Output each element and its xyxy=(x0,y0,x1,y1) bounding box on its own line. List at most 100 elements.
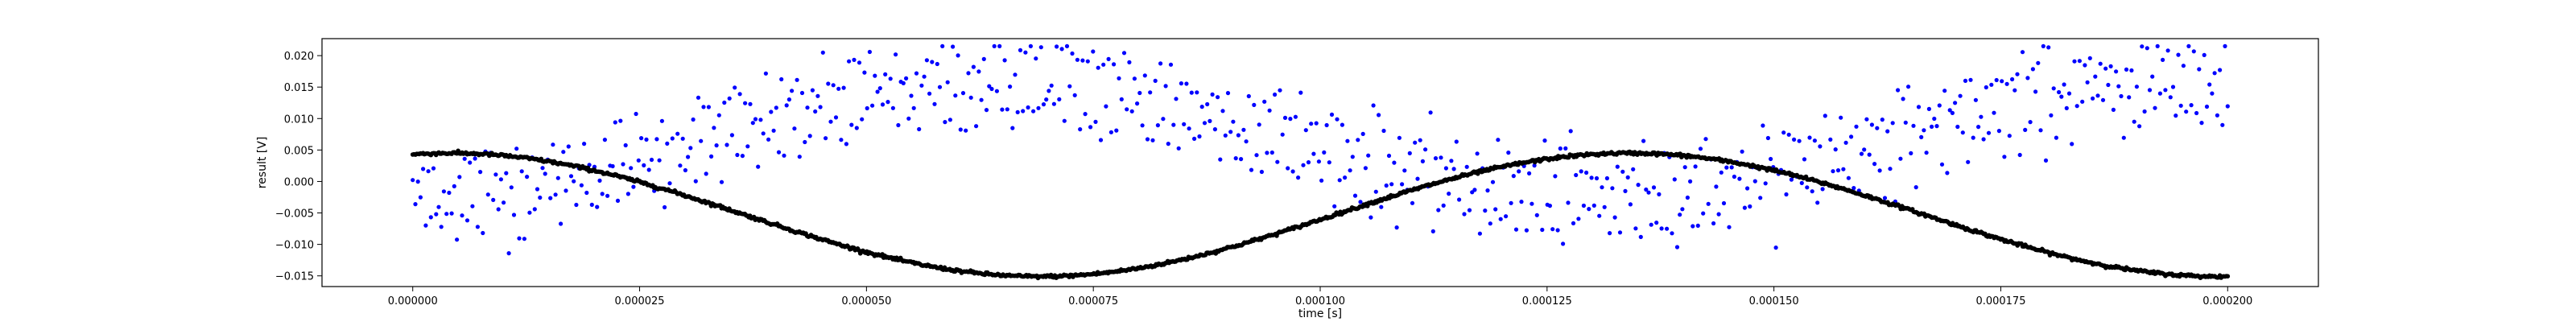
blue-data-point xyxy=(704,171,708,176)
blue-data-point xyxy=(1410,200,1415,205)
blue-data-point xyxy=(1773,246,1778,250)
blue-data-point xyxy=(1013,72,1018,77)
blue-data-point xyxy=(2085,80,2090,85)
blue-data-point xyxy=(434,212,439,217)
blue-data-point xyxy=(1711,221,1716,226)
blue-data-point xyxy=(930,60,935,64)
blue-data-point xyxy=(753,117,758,122)
blue-data-point xyxy=(1992,110,1996,115)
blue-data-point xyxy=(1381,128,1386,134)
blue-data-point xyxy=(1493,207,1498,212)
blue-data-point xyxy=(1714,184,1719,189)
blue-data-point xyxy=(491,197,496,202)
blue-data-point xyxy=(574,202,579,208)
blue-data-point xyxy=(1080,58,1085,63)
blue-data-point xyxy=(1527,171,1532,175)
blue-data-point xyxy=(1059,47,1064,52)
blue-data-point xyxy=(784,103,789,108)
blue-data-point xyxy=(815,93,820,98)
blue-data-point xyxy=(1358,200,1363,204)
blue-data-point xyxy=(2119,93,2124,99)
blue-data-point xyxy=(439,225,444,229)
blue-data-point xyxy=(1174,97,1179,101)
blue-data-point xyxy=(1550,227,1555,232)
blue-data-point xyxy=(1602,204,1607,209)
blue-data-point xyxy=(441,189,447,194)
blue-data-point xyxy=(1937,103,1942,108)
blue-data-point xyxy=(761,131,766,136)
x-axis-label: time [s] xyxy=(1298,307,1342,320)
blue-data-point xyxy=(1413,140,1418,145)
blue-data-point xyxy=(1939,162,1945,167)
y-tick-label: 0.020 xyxy=(284,51,314,63)
blue-data-point xyxy=(937,85,943,89)
blue-data-point xyxy=(2153,105,2157,110)
blue-data-point xyxy=(924,58,929,63)
blue-data-point xyxy=(1348,168,1352,173)
blue-data-point xyxy=(981,56,986,61)
blue-data-point xyxy=(1846,175,1851,180)
blue-data-point xyxy=(1301,163,1306,167)
blue-data-point xyxy=(1519,200,1524,204)
blue-data-point xyxy=(2077,59,2082,64)
blue-data-point xyxy=(1246,93,1251,99)
blue-data-point xyxy=(2038,128,2043,133)
blue-data-point xyxy=(763,71,769,76)
blue-data-point xyxy=(1612,215,1617,220)
blue-data-point xyxy=(1137,90,1142,96)
blue-data-point xyxy=(1273,92,1278,97)
blue-data-point xyxy=(2111,107,2116,112)
blue-data-point xyxy=(1792,137,1797,142)
blue-data-point xyxy=(1202,121,1208,126)
series-black-points xyxy=(410,148,2231,281)
blue-data-point xyxy=(1763,181,1768,186)
blue-data-point xyxy=(1823,113,1827,118)
blue-data-point xyxy=(1574,172,1579,178)
blue-data-point xyxy=(886,100,890,105)
blue-data-point xyxy=(2036,60,2041,65)
blue-data-point xyxy=(847,59,852,64)
blue-data-point xyxy=(1968,77,1973,82)
blue-data-point xyxy=(447,190,452,196)
blue-data-point xyxy=(415,180,420,184)
blue-data-point xyxy=(1356,138,1360,142)
blue-data-point xyxy=(966,71,971,76)
blue-data-point xyxy=(906,116,911,121)
blue-data-point xyxy=(735,152,740,158)
blue-data-point xyxy=(555,175,560,180)
blue-data-point xyxy=(649,157,654,163)
blue-data-point xyxy=(1835,168,1841,173)
blue-data-point xyxy=(1885,129,1890,134)
y-axis-label: result [V] xyxy=(256,137,269,189)
blue-data-point xyxy=(1044,97,1049,102)
blue-data-point xyxy=(1352,193,1358,198)
blue-data-point xyxy=(540,166,545,171)
blue-data-point xyxy=(745,144,750,149)
blue-data-point xyxy=(1670,231,1674,236)
blue-data-point xyxy=(584,190,589,196)
blue-data-point xyxy=(1644,187,1649,192)
blue-data-point xyxy=(799,90,805,96)
blue-data-point xyxy=(699,138,704,143)
blue-data-point xyxy=(1875,126,1880,130)
blue-data-point xyxy=(880,102,886,107)
blue-data-point xyxy=(1236,133,1241,138)
blue-data-point xyxy=(1316,159,1321,164)
blue-data-point xyxy=(1377,113,1381,118)
y-tick-label: 0.010 xyxy=(284,113,314,126)
blue-data-point xyxy=(1984,85,1988,90)
blue-data-point xyxy=(2030,67,2035,72)
blue-data-point xyxy=(691,117,696,122)
blue-data-point xyxy=(1145,137,1150,142)
blue-data-point xyxy=(605,193,610,198)
blue-data-point xyxy=(1600,185,1604,190)
blue-data-point xyxy=(1841,167,1846,171)
blue-data-point xyxy=(2197,67,2202,72)
blue-data-point xyxy=(1631,167,1636,171)
x-tick-label: 0.000000 xyxy=(388,295,438,307)
blue-data-point xyxy=(1818,144,1823,149)
blue-data-point xyxy=(1293,114,1298,119)
blue-data-point xyxy=(1023,50,1028,55)
blue-data-point xyxy=(610,163,615,169)
blue-data-point xyxy=(1117,76,1121,80)
